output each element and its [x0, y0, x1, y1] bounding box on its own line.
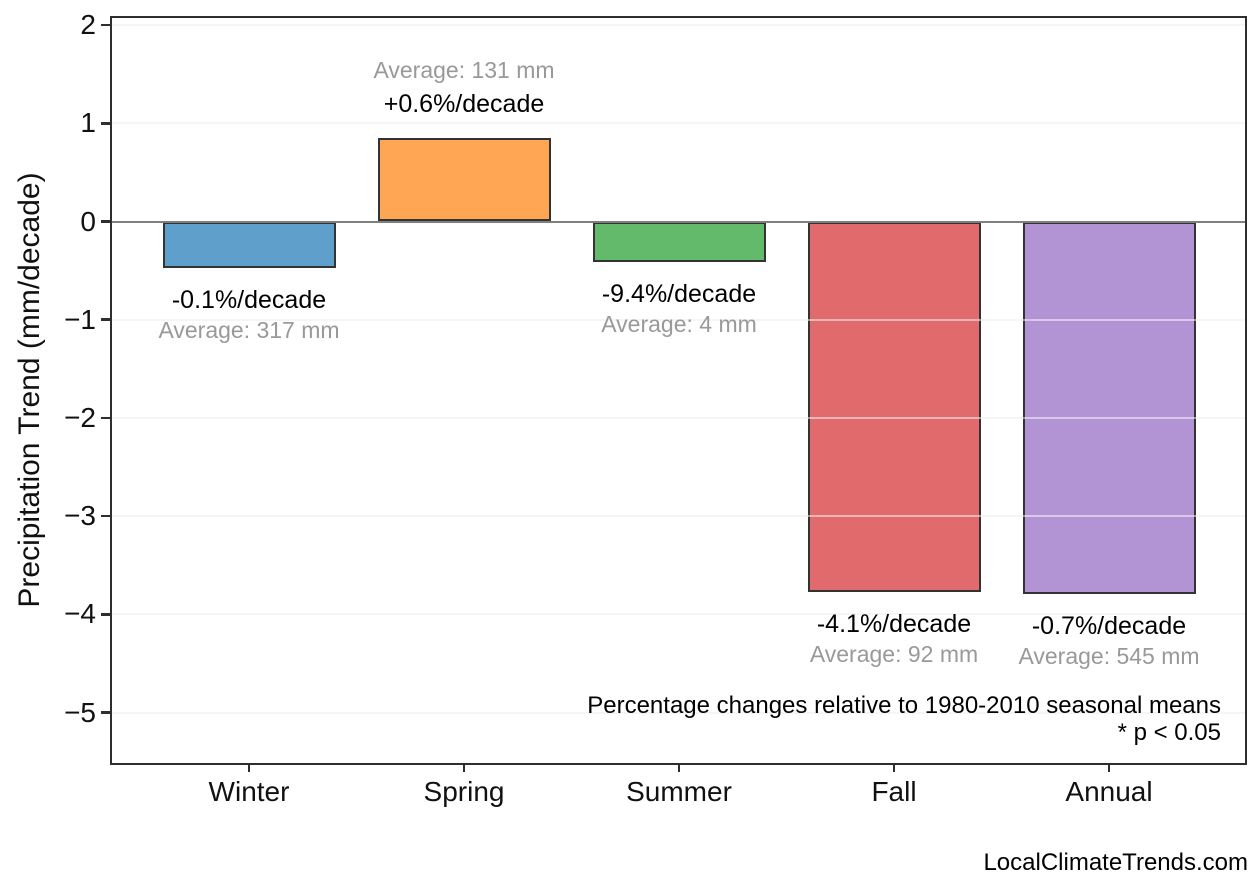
bar-percent-label: -0.1%/decade	[171, 285, 327, 314]
bar-percent-label: -4.1%/decade	[816, 609, 972, 638]
gridline-overlay	[110, 613, 1245, 616]
y-tick-mark	[101, 122, 110, 125]
bar-winter	[162, 221, 336, 268]
gridline-overlay	[110, 416, 1245, 419]
bar-average-label: Average: 131 mm	[373, 57, 555, 84]
y-axis-title: Precipitation Trend (mm/decade)	[13, 172, 46, 608]
y-tick-label: −4	[64, 598, 96, 630]
y-tick-mark	[101, 711, 110, 714]
x-tick-mark	[677, 763, 681, 772]
x-tick-label-annual: Annual	[1065, 776, 1153, 807]
y-tick-mark	[101, 220, 110, 223]
bar-average-label: Average: 317 mm	[158, 316, 340, 343]
annotation-block: Percentage changes relative to 1980-2010…	[587, 692, 1221, 746]
annotation-line-1: Percentage changes relative to 1980-2010…	[587, 692, 1221, 719]
bar-fall	[807, 221, 981, 592]
y-tick-label: 2	[80, 9, 96, 41]
bar-percent-label: -9.4%/decade	[601, 279, 757, 308]
bar-average-label: Average: 4 mm	[601, 310, 757, 337]
gridline-overlay	[110, 515, 1245, 518]
gridline-overlay	[110, 711, 1245, 714]
y-tick-label: −5	[64, 696, 96, 728]
x-tick-mark	[1107, 763, 1111, 772]
y-tick-mark	[101, 416, 110, 420]
bar-average-label: Average: 545 mm	[1018, 642, 1200, 669]
x-tick-label-fall: Fall	[871, 776, 917, 807]
y-tick-mark	[101, 514, 110, 518]
x-tick-label-spring: Spring	[423, 776, 505, 807]
x-tick-mark	[462, 763, 466, 772]
y-tick-label: 0	[80, 205, 96, 237]
y-tick-label: −2	[64, 401, 96, 433]
gridline-overlay	[110, 122, 1245, 125]
x-tick-mark	[247, 763, 251, 772]
y-tick-mark	[101, 318, 110, 321]
zero-baseline	[110, 220, 1245, 223]
bar-percent-label: -0.7%/decade	[1031, 611, 1187, 640]
y-tick-label: 1	[80, 107, 96, 139]
gridline-overlay	[110, 24, 1245, 27]
bar-annual	[1022, 221, 1196, 594]
x-tick-label-winter: Winter	[208, 776, 290, 807]
bar-summer	[592, 221, 766, 262]
y-tick-mark	[101, 23, 110, 27]
bar-spring	[377, 138, 551, 222]
bar-average-label: Average: 92 mm	[809, 640, 979, 667]
gridline-overlay	[110, 318, 1245, 321]
y-tick-mark	[101, 613, 110, 616]
bar-percent-label: +0.6%/decade	[383, 90, 545, 119]
x-tick-mark	[892, 763, 896, 772]
watermark-text: LocalClimateTrends.com	[983, 849, 1248, 876]
annotation-line-2: * p < 0.05	[1117, 719, 1221, 746]
x-tick-label-summer: Summer	[626, 776, 732, 807]
y-tick-label: −1	[64, 303, 96, 335]
y-tick-label: −3	[64, 500, 96, 532]
